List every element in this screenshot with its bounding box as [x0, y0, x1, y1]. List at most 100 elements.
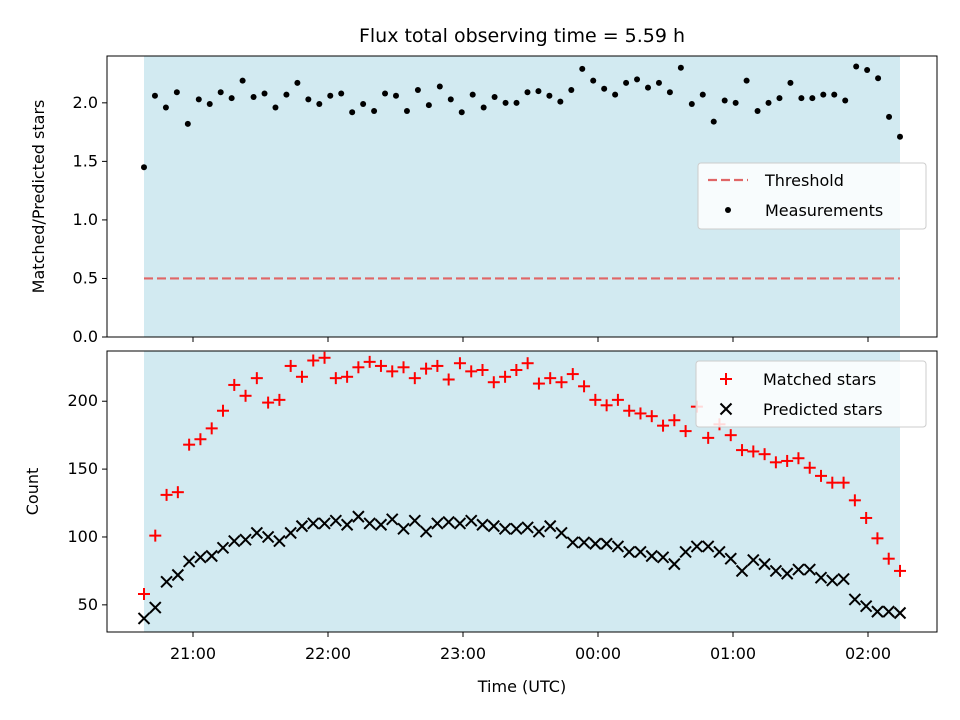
bottom-y-tick-label: 100 [67, 527, 98, 546]
predicted-point [532, 525, 546, 538]
measurement-point [875, 75, 882, 82]
measurement-point [743, 77, 750, 84]
matched-point [363, 355, 376, 368]
matched-point [645, 410, 658, 423]
bottom-x-tick-label: 00:00 [575, 644, 621, 663]
matched-point [781, 454, 794, 467]
matched-point [228, 378, 241, 391]
predicted-point [318, 517, 331, 530]
matched-point [555, 376, 568, 389]
matched-point [894, 564, 906, 577]
measurement-point [458, 109, 465, 116]
matched-point [476, 364, 489, 377]
measurement-point [688, 101, 695, 108]
matched-point [566, 368, 579, 381]
predicted-point [171, 568, 185, 582]
matched-point [284, 359, 297, 372]
matched-point [634, 407, 647, 420]
measurement-point [491, 93, 498, 100]
bottom-y-axis-label: Count [23, 468, 42, 516]
matched-point [273, 393, 286, 406]
predicted-point [724, 552, 737, 565]
matched-point [589, 393, 602, 406]
predicted-point [194, 551, 207, 564]
measurement-point [447, 96, 454, 103]
legend-predicted-label: Predicted stars [763, 400, 883, 419]
predicted-point [780, 567, 794, 580]
measurement-point [535, 88, 542, 95]
matched-point [295, 370, 308, 383]
matched-point [160, 488, 173, 501]
predicted-point [250, 526, 264, 540]
predicted-point [487, 519, 500, 533]
measurement-point [754, 108, 761, 115]
measurement-point [316, 101, 323, 108]
measurement-point [710, 118, 717, 125]
matched-point [487, 376, 500, 389]
x-axis-label: Time (UTC) [477, 677, 566, 696]
measurement-point [436, 83, 443, 90]
matched-point [352, 361, 365, 374]
matched-point [307, 354, 320, 367]
predicted-point [228, 534, 241, 548]
matched-point [578, 380, 591, 393]
matched-point [803, 461, 816, 474]
predicted-point [656, 551, 670, 564]
matched-point [465, 365, 478, 378]
predicted-point [713, 545, 726, 559]
matched-point [769, 456, 782, 469]
predicted-point [837, 572, 850, 586]
measurement-point [217, 89, 224, 96]
predicted-point [216, 541, 230, 555]
measurement-point [403, 108, 410, 115]
top-y-tick-label: 0.0 [73, 327, 98, 346]
predicted-point [600, 537, 613, 550]
matched-point [318, 351, 331, 364]
matched-point [724, 429, 737, 442]
bottom-legend: Matched stars Predicted stars [695, 360, 927, 428]
predicted-point [261, 530, 275, 544]
measurement-point [897, 133, 903, 140]
measurement-point [338, 90, 345, 97]
measurement-point [294, 79, 301, 86]
matched-point [386, 365, 399, 378]
predicted-point [363, 517, 376, 530]
predicted-point [566, 536, 579, 549]
matched-point [668, 414, 681, 427]
predicted-point [397, 522, 410, 536]
matched-point [544, 372, 557, 385]
predicted-point [622, 545, 636, 559]
matched-point [882, 552, 895, 565]
bottom-y-tick-label: 50 [78, 595, 98, 614]
measurement-point [579, 65, 586, 72]
predicted-point [634, 545, 647, 559]
matched-point [149, 529, 162, 542]
matched-point [262, 396, 275, 409]
predicted-point [498, 522, 512, 536]
predicted-point [893, 606, 907, 620]
legend-predicted-marker [719, 402, 733, 416]
matched-point [792, 452, 805, 465]
matched-point [250, 372, 263, 385]
bottom-x-tick-label: 01:00 [710, 644, 756, 663]
bottom-x-tick-label: 02:00 [845, 644, 891, 663]
measurement-point [360, 101, 367, 108]
predicted-point [160, 575, 173, 588]
predicted-point [431, 517, 444, 530]
matched-point [679, 425, 692, 438]
bottom-x-tick-label: 21:00 [170, 644, 216, 663]
predicted-point [476, 518, 489, 531]
bottom-axes-frame [106, 350, 938, 633]
predicted-point [758, 557, 771, 571]
predicted-point [589, 537, 602, 550]
measurement-point [524, 89, 531, 96]
measurement-point [732, 99, 739, 106]
predicted-point [408, 514, 422, 527]
matched-point [848, 494, 861, 507]
legend-measurements-label: Measurements [765, 201, 883, 220]
legend-matched-marker [720, 373, 732, 385]
measurement-point [184, 120, 191, 127]
measurement-point [634, 76, 641, 83]
predicted-point [182, 555, 196, 568]
measurement-point [469, 91, 476, 98]
